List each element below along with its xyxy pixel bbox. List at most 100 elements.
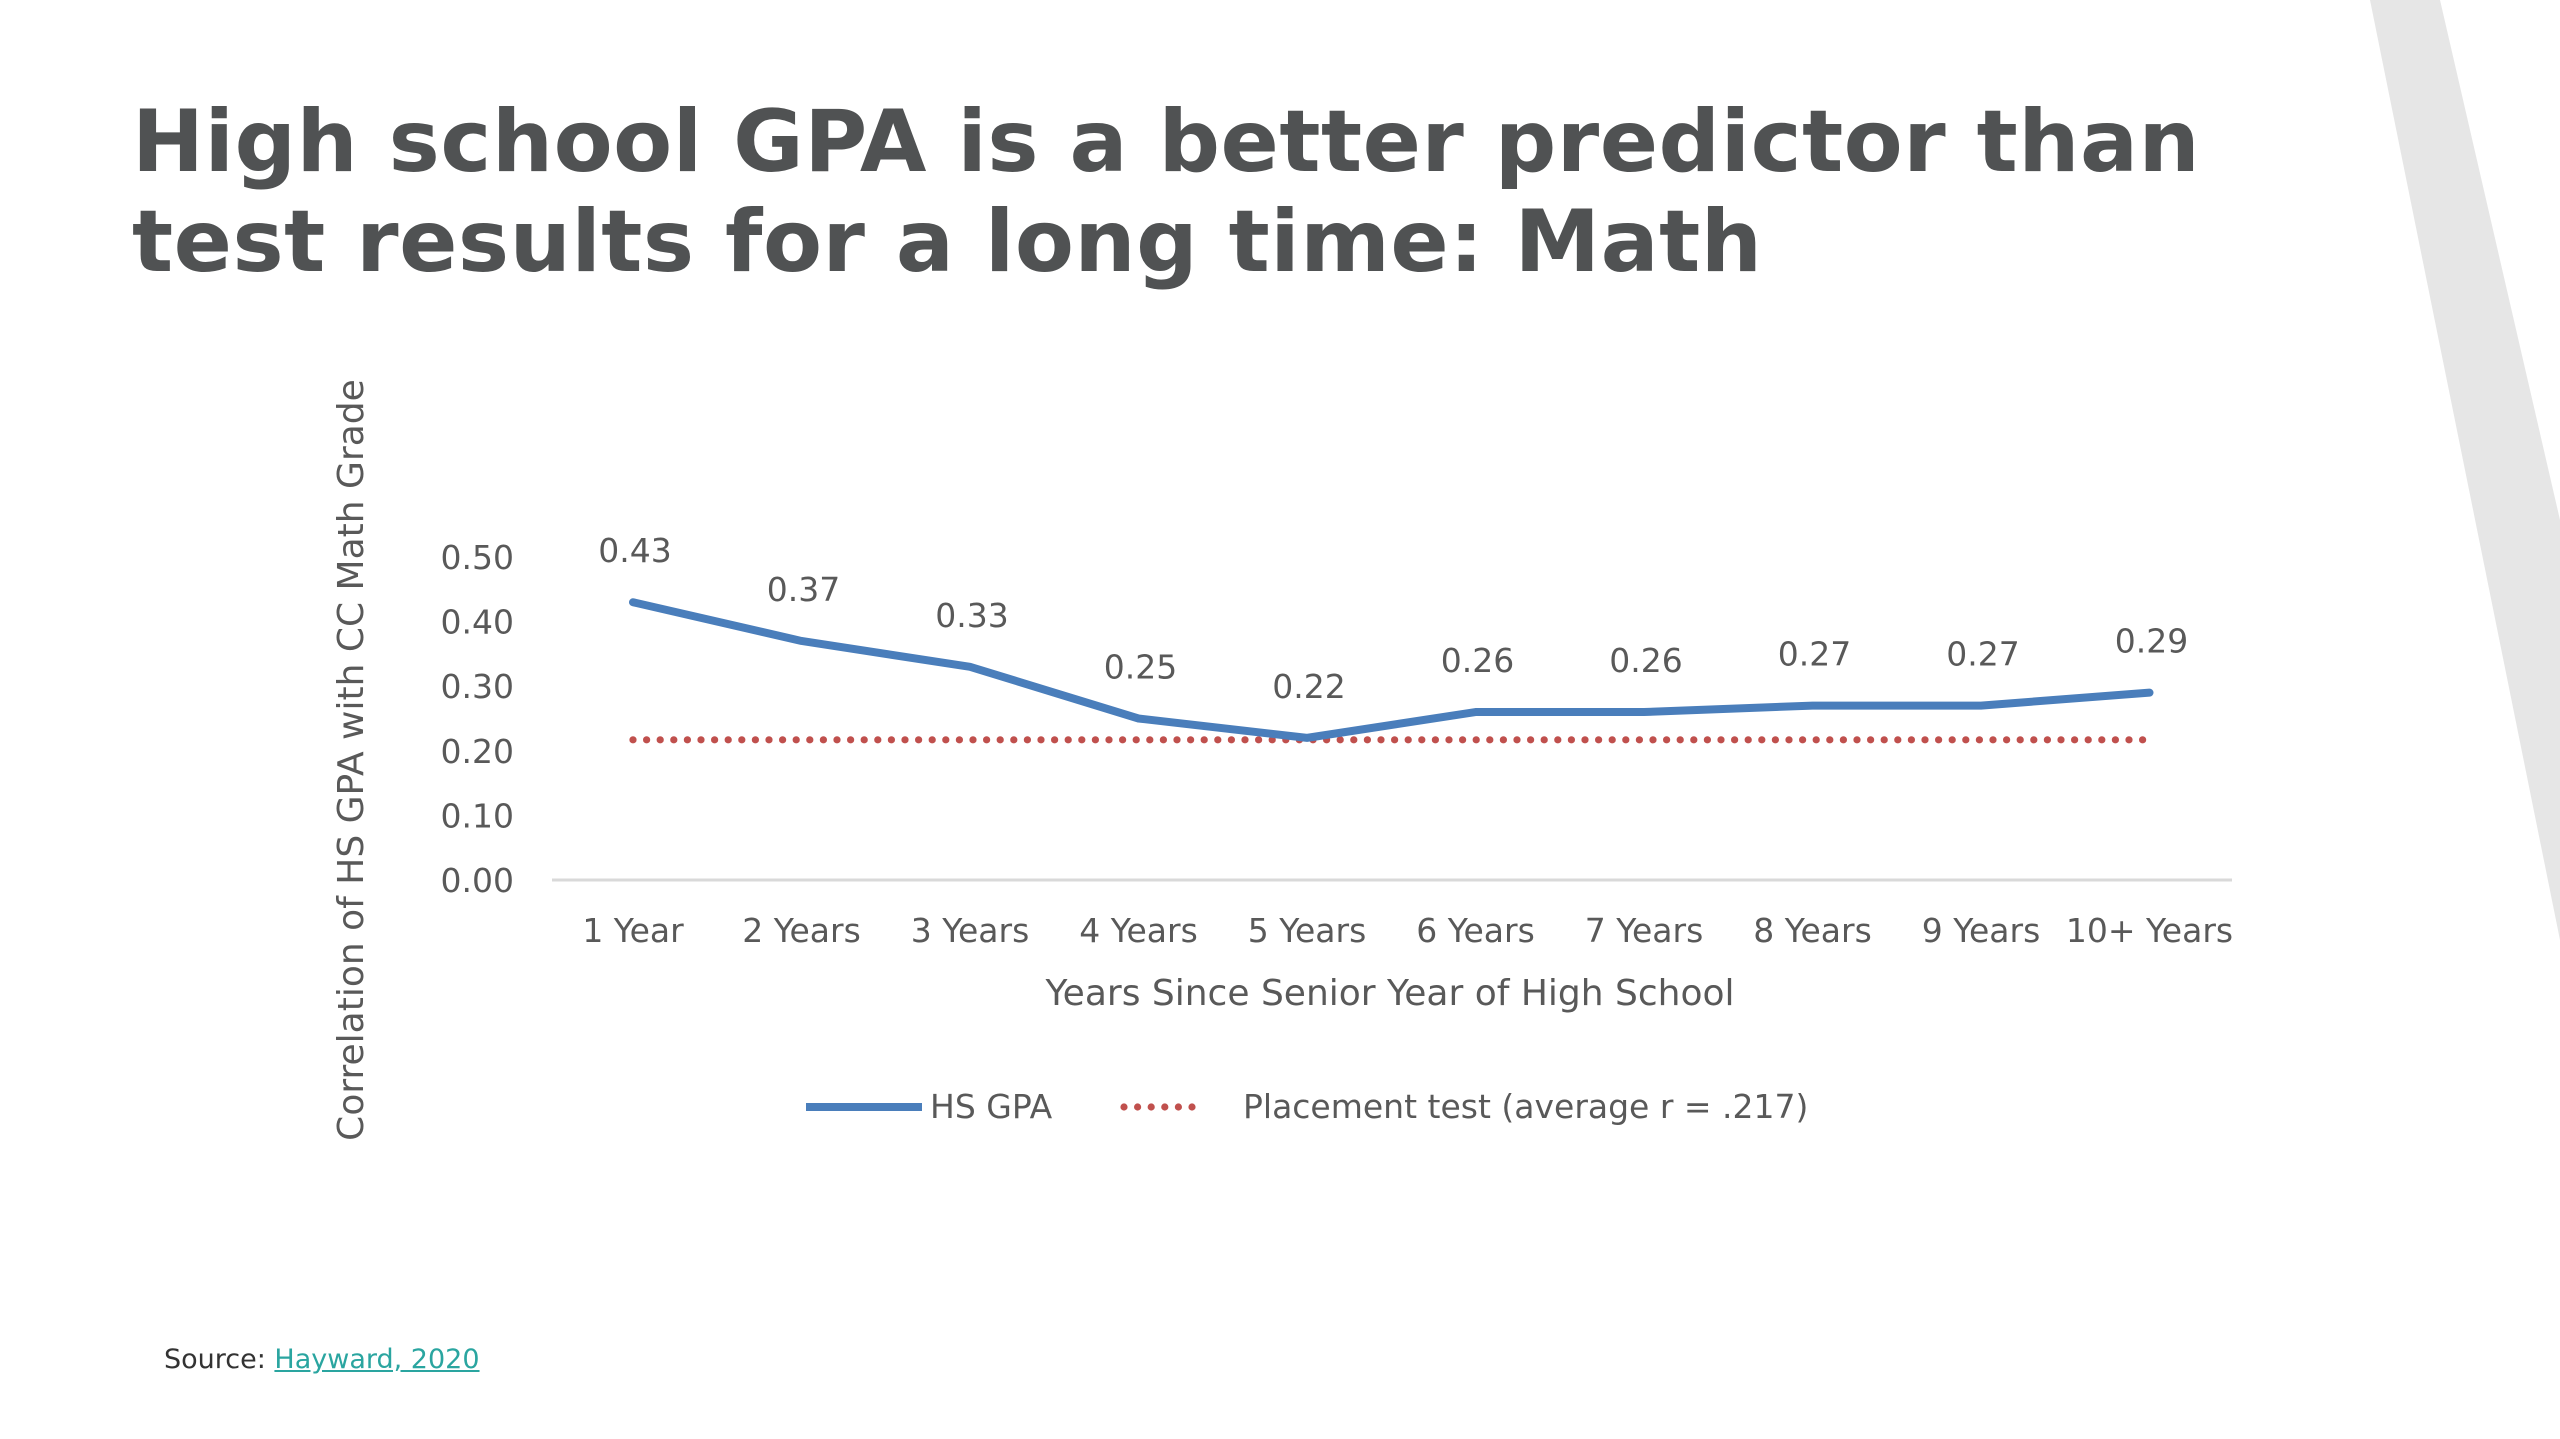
legend-hs-gpa-label: HS GPA <box>930 1087 1053 1126</box>
placement-test-dot <box>1499 736 1507 744</box>
placement-test-dot <box>1758 736 1766 744</box>
placement-test-dot <box>1608 736 1616 744</box>
placement-test-dot <box>1975 736 1983 744</box>
placement-test-dot <box>1839 736 1847 744</box>
placement-test-dot <box>1336 736 1344 744</box>
placement-test-dot <box>1744 736 1752 744</box>
y-tick-label: 0.00 <box>441 861 514 900</box>
placement-test-dot <box>833 736 841 744</box>
hs-gpa-data-label: 0.27 <box>1778 635 1851 674</box>
x-tick-label: 10+ Years <box>2066 911 2233 950</box>
placement-test-dot <box>2043 736 2051 744</box>
placement-test-dot <box>1812 736 1820 744</box>
placement-test-dot <box>1826 736 1834 744</box>
placement-test-dot <box>1445 736 1453 744</box>
hs-gpa-data-label: 0.29 <box>2115 622 2188 661</box>
y-axis-title: Correlation of HS GPA with CC Math Grade <box>331 379 372 1141</box>
placement-test-dot <box>983 736 991 744</box>
legend-placement-dot <box>1134 1103 1142 1111</box>
placement-test-dot <box>915 736 923 744</box>
legend-placement-dot <box>1174 1103 1182 1111</box>
legend-placement-swatch <box>1120 1103 1196 1111</box>
placement-test-dot <box>847 736 855 744</box>
hs-gpa-data-labels: 0.43 0.37 0.33 0.25 0.22 0.26 0.26 0.27 0.27 0.29 <box>598 531 2188 706</box>
placement-test-dot <box>1799 736 1807 744</box>
x-tick-label: 9 Years <box>1922 911 2041 950</box>
y-tick-label: 0.20 <box>441 732 514 771</box>
placement-test-dot <box>656 736 664 744</box>
y-tick-label: 0.10 <box>441 796 514 835</box>
placement-test-dot <box>996 736 1004 744</box>
placement-test-series <box>629 736 2147 744</box>
placement-test-dot <box>1391 736 1399 744</box>
placement-test-dot <box>751 736 760 744</box>
placement-test-dot <box>2125 736 2133 744</box>
placement-test-dot <box>1064 736 1072 744</box>
placement-test-dot <box>1921 736 1929 744</box>
legend-placement-label: Placement test (average r = .217) <box>1243 1087 1808 1126</box>
hs-gpa-data-label: 0.25 <box>1104 648 1177 687</box>
hs-gpa-data-label: 0.26 <box>1609 641 1682 680</box>
placement-test-dot <box>1132 736 1140 744</box>
placement-test-dot <box>1703 736 1711 744</box>
slide-title: High school GPA is a better predictor th… <box>132 92 2201 292</box>
placement-test-dot <box>1486 736 1494 744</box>
legend-placement-dot <box>1188 1103 1196 1111</box>
placement-test-dot <box>2071 736 2079 744</box>
placement-test-dot <box>819 736 828 744</box>
placement-test-dot <box>806 736 814 744</box>
placement-test-dot <box>1404 736 1412 744</box>
x-tick-label: 7 Years <box>1585 911 1704 950</box>
placement-test-dot <box>1091 736 1099 744</box>
placement-test-dot <box>711 736 719 744</box>
placement-test-dot <box>2084 736 2092 744</box>
placement-test-dot <box>1649 736 1657 744</box>
placement-test-dot <box>2057 736 2065 744</box>
placement-test-dot <box>670 736 678 744</box>
legend-placement-dot <box>1161 1103 1169 1111</box>
placement-test-dot <box>2111 736 2119 744</box>
placement-test-dot <box>1459 736 1467 744</box>
placement-test-dot <box>1187 736 1195 744</box>
source-link[interactable]: Hayward, 2020 <box>274 1344 480 1375</box>
hs-gpa-data-label: 0.43 <box>598 531 671 570</box>
placement-test-dot <box>1962 736 1970 744</box>
placement-test-dot <box>1159 736 1167 744</box>
x-axis-tick-labels: 1 Year 2 Years 3 Years 4 Years 5 Years 6 Year… <box>582 911 2233 950</box>
placement-test-dot <box>643 736 651 744</box>
placement-test-dot <box>1676 736 1684 744</box>
placement-test-dot <box>1663 736 1671 744</box>
x-tick-label: 3 Years <box>911 911 1030 950</box>
x-tick-label: 2 Years <box>742 911 861 950</box>
placement-test-dot <box>1255 736 1263 744</box>
source-prefix: Source: <box>164 1344 275 1375</box>
placement-test-dot <box>1241 736 1249 744</box>
x-axis-title: Years Since Senior Year of High School <box>1044 973 1734 1014</box>
placement-test-dot <box>1350 736 1358 744</box>
placement-test-dot <box>1363 736 1371 744</box>
placement-test-dot <box>1907 736 1915 744</box>
hs-gpa-data-label: 0.27 <box>1946 635 2019 674</box>
placement-test-dot <box>1853 736 1861 744</box>
placement-test-dot <box>1037 736 1045 744</box>
placement-test-dot <box>1948 736 1956 744</box>
hs-gpa-data-label: 0.22 <box>1272 667 1345 706</box>
placement-test-dot <box>1554 736 1562 744</box>
placement-test-dot <box>955 736 964 744</box>
placement-test-dot <box>969 736 977 744</box>
placement-test-dot <box>1377 736 1385 744</box>
placement-test-dot <box>779 736 787 744</box>
placement-test-dot <box>697 736 705 744</box>
placement-test-dot <box>738 736 746 744</box>
hs-gpa-data-label: 0.26 <box>1441 641 1514 680</box>
placement-test-dot <box>1771 736 1779 744</box>
placement-test-dot <box>887 736 896 744</box>
y-tick-label: 0.50 <box>441 538 514 577</box>
placement-test-dot <box>724 736 732 744</box>
placement-test-dot <box>1010 736 1018 744</box>
placement-test-dot <box>1581 736 1589 744</box>
placement-test-dot <box>942 736 950 744</box>
placement-test-dot <box>874 736 882 744</box>
placement-test-dot <box>860 736 868 744</box>
x-tick-label: 8 Years <box>1753 911 1872 950</box>
